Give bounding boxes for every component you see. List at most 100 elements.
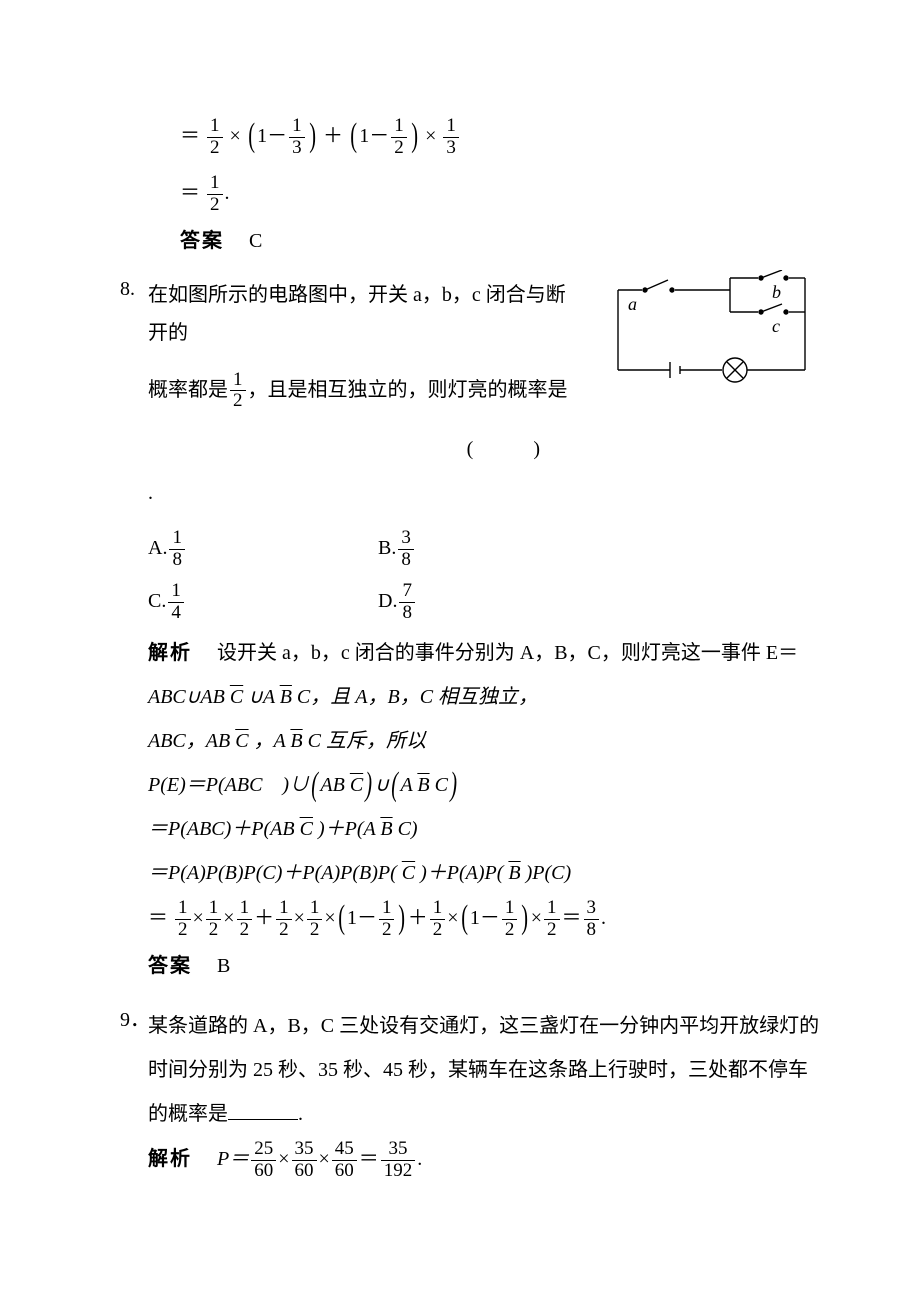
answer-label: 答案 xyxy=(180,230,224,252)
eq-sign: ＝ xyxy=(180,182,200,204)
page: ＝ 12 × (1－13) ＋ (1－12) × 13 ＝ 12. 答案 C 8… xyxy=(0,0,920,1287)
overline-b: B xyxy=(417,774,429,796)
times: × xyxy=(223,907,234,929)
text: ABC∪AB xyxy=(148,686,230,708)
fraction: 35192 xyxy=(381,1139,416,1182)
times: × xyxy=(193,907,204,929)
rparen-icon: ) xyxy=(411,121,418,152)
opt-label: A. xyxy=(148,537,167,559)
blank-paren: ( ) xyxy=(467,438,540,460)
text: )＋P(A)P( xyxy=(415,862,508,884)
period: . xyxy=(298,1103,303,1125)
answer-label: 答案 xyxy=(148,955,192,977)
answer-line: 答案 C xyxy=(180,222,820,260)
period: . xyxy=(417,1148,422,1170)
answer-value: B xyxy=(217,955,230,977)
options-row-1: A.18 B.38 xyxy=(148,528,820,571)
eq: ＝ xyxy=(562,907,582,929)
exp-line-5: ＝P(ABC)＋P(AB C )＋P(A B C) xyxy=(148,810,820,848)
fraction: 14 xyxy=(168,581,184,624)
period: . xyxy=(225,182,230,204)
overline-c: C xyxy=(300,818,313,840)
overline-b: B xyxy=(508,862,520,884)
q9-text-3: 的概率是. xyxy=(148,1095,820,1133)
plus: ＋ xyxy=(323,125,343,147)
overline-b: B xyxy=(380,818,392,840)
exp-line-3: ABC，AB C ，A B C 互斥，所以 xyxy=(148,722,820,760)
q9-text-2: 时间分别为 25 秒、35 秒、45 秒，某辆车在这条路上行驶时，三处都不停车 xyxy=(148,1051,820,1089)
blank-underline xyxy=(228,1101,298,1120)
exp-line-1: 解析 设开关 a，b，c 闭合的事件分别为 A，B，C，则灯亮这一事件 E＝ xyxy=(148,634,820,672)
text: )＋P(A xyxy=(313,818,380,840)
text: ，A xyxy=(249,730,291,752)
fraction: 13 xyxy=(443,116,459,159)
fraction: 2560 xyxy=(251,1139,276,1182)
lparen-icon: ( xyxy=(391,770,398,801)
times: × xyxy=(319,1148,330,1170)
lparen-icon: ( xyxy=(350,121,357,152)
text: C xyxy=(430,774,448,796)
text: ＝P(A)P(B)P(C)＋P(A)P(B)P( xyxy=(148,862,402,884)
answer-line: 答案 B xyxy=(148,947,820,985)
label-c: c xyxy=(772,316,780,336)
text: 1－ xyxy=(347,907,377,929)
q8-text-1: 在如图所示的电路图中，开关 a，b，c 闭合与断开的 xyxy=(148,276,580,352)
answer-value: C xyxy=(249,230,262,252)
times: × xyxy=(531,907,542,929)
fraction: 12 xyxy=(206,898,222,941)
fraction: 3560 xyxy=(292,1139,317,1182)
lparen-icon: ( xyxy=(311,770,318,801)
opt-label: B. xyxy=(378,537,396,559)
fraction: 12 xyxy=(307,898,323,941)
text: 设开关 a，b，c 闭合的事件分别为 A，B，C，则灯亮这一事件 E＝ xyxy=(217,642,798,664)
fraction: 4560 xyxy=(332,1139,357,1182)
circuit-diagram: a b c xyxy=(600,270,820,400)
lparen-icon: ( xyxy=(338,903,345,934)
paren-blank: ( ) xyxy=(148,430,580,468)
times: × xyxy=(447,907,458,929)
fraction: 12 xyxy=(502,898,518,941)
explain-label: 解析 xyxy=(148,642,192,664)
dot: . xyxy=(148,474,580,512)
fraction: 13 xyxy=(289,116,305,159)
overline-b: B xyxy=(290,730,302,752)
question-number: 8. xyxy=(120,270,148,308)
option-c: C.14 xyxy=(148,581,378,624)
question-8: 8. 在如图所示的电路图中，开关 a，b，c 闭合与断开的 概率都是12，且是相… xyxy=(120,270,820,991)
fraction: 12 xyxy=(430,898,446,941)
text: C，且 A，B，C 相互独立， xyxy=(292,686,538,708)
rparen-icon: ) xyxy=(450,770,457,801)
overline-c: C xyxy=(235,730,248,752)
times: × xyxy=(425,125,436,147)
text: 的概率是 xyxy=(148,1103,228,1125)
fraction: 38 xyxy=(398,528,414,571)
calc-line-1: ＝ 12 × (1－13) ＋ (1－12) × 13 xyxy=(180,116,820,159)
text: 1－ xyxy=(470,907,500,929)
text: ABC，AB xyxy=(148,730,235,752)
calc-line-2: ＝ 12. xyxy=(180,173,820,216)
text: 概率都是 xyxy=(148,379,228,401)
text: C) xyxy=(393,818,418,840)
lparen-icon: ( xyxy=(248,121,255,152)
p-eq: P＝ xyxy=(217,1148,249,1170)
rparen-icon: ) xyxy=(309,121,316,152)
text: P(E)＝P(ABC )∪ xyxy=(148,774,309,796)
overline-b: B xyxy=(280,686,292,708)
eq: ＝ xyxy=(359,1148,379,1170)
plus: ＋ xyxy=(254,907,274,929)
period: . xyxy=(601,907,606,929)
rparen-icon: ) xyxy=(399,903,406,934)
fraction: 12 xyxy=(230,370,246,413)
text: )P(C) xyxy=(521,862,572,884)
rparen-icon: ) xyxy=(522,903,529,934)
opt-label: D. xyxy=(378,590,397,612)
overline-c: C xyxy=(230,686,243,708)
fraction: 12 xyxy=(237,898,253,941)
text: ∪ xyxy=(375,774,390,796)
times: × xyxy=(294,907,305,929)
question-number: 9． xyxy=(120,1001,148,1039)
fraction: 12 xyxy=(175,898,191,941)
eq-sign: ＝ xyxy=(180,125,200,147)
plus: ＋ xyxy=(408,907,428,929)
exp-line-4: P(E)＝P(ABC )∪(AB C)∪(A B C) xyxy=(148,766,820,804)
